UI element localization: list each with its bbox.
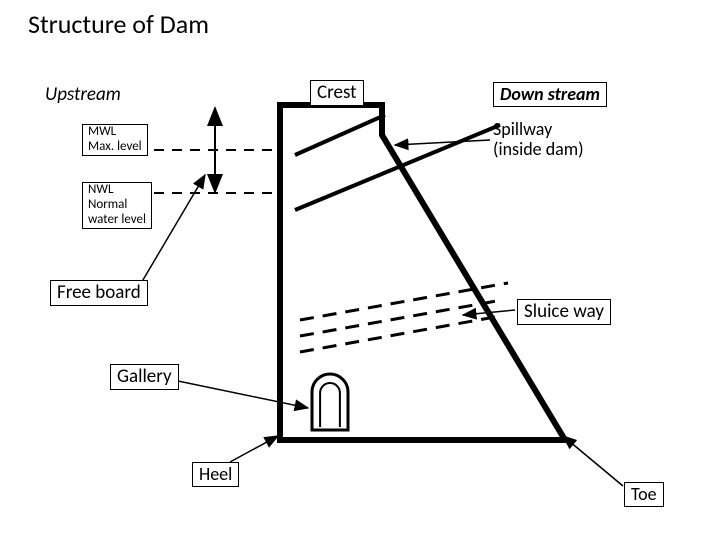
spillway-line-1 xyxy=(295,125,500,210)
sluice-line-1 xyxy=(300,300,502,336)
downstream-label: Down stream xyxy=(493,82,607,107)
sluice-line-2 xyxy=(300,317,495,352)
toe-arrow xyxy=(563,436,623,486)
gallery-inner xyxy=(320,383,340,427)
crest-label: Crest xyxy=(310,80,364,106)
heel-label: Heel xyxy=(192,462,239,487)
sluiceway-label: Sluice way xyxy=(517,299,611,325)
upstream-label: Upstream xyxy=(45,85,121,106)
spillway-line-0 xyxy=(295,115,385,155)
mwl-label: MWLMax. level xyxy=(82,124,148,156)
spillway-arrow xyxy=(395,140,490,145)
toe-label: Toe xyxy=(624,482,664,507)
gallery-arrow xyxy=(178,381,308,408)
gallery-label: Gallery xyxy=(110,364,179,390)
freeboard-label: Free board xyxy=(50,280,148,306)
nwl-label: NWLNormalwater level xyxy=(82,182,152,229)
heel-arrow xyxy=(230,436,278,462)
spillway-label: Spillway(inside dam) xyxy=(493,120,584,160)
